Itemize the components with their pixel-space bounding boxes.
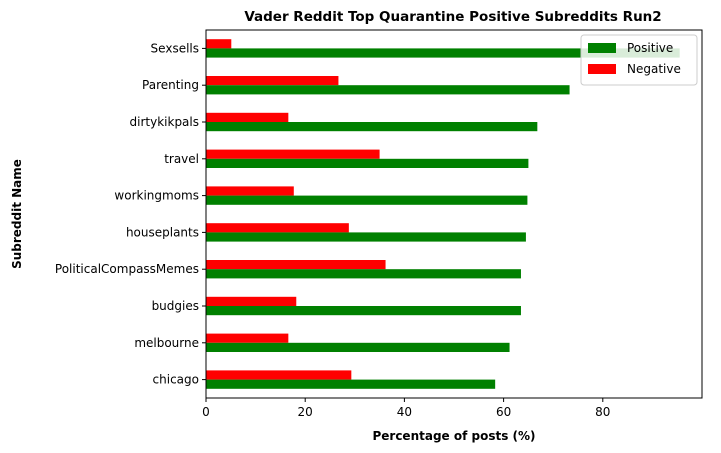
plot-frame	[205, 29, 703, 399]
x-axis-ticks: 0 20 40 60 80	[202, 398, 610, 419]
y-tick-label: travel	[164, 152, 199, 166]
chart-title: Vader Reddit Top Quarantine Positive Sub…	[244, 9, 661, 25]
bar-negative-houseplants	[206, 223, 349, 233]
bar-positive-PoliticalCompassMemes	[206, 269, 521, 279]
y-axis-label: Subreddit Name	[10, 159, 24, 269]
y-tick-label: melbourne	[134, 336, 199, 350]
bar-negative-melbourne	[206, 333, 289, 343]
x-tick-label: 40	[397, 405, 412, 419]
y-axis-ticks: Sexsells Parenting dirtykikpals travel worki…	[55, 41, 206, 387]
bar-positive-dirtykikpals	[206, 122, 538, 132]
bars-group	[206, 39, 680, 389]
bar-positive-budgies	[206, 306, 521, 316]
y-tick-label: workingmoms	[114, 189, 199, 203]
y-tick-label: PoliticalCompassMemes	[55, 262, 199, 276]
legend: Positive Negative	[580, 34, 698, 86]
legend-swatch-positive	[588, 43, 616, 53]
bar-negative-dirtykikpals	[206, 112, 289, 122]
bar-positive-Sexsells	[206, 48, 680, 58]
x-tick-label: 80	[595, 405, 610, 419]
bar-negative-travel	[206, 149, 380, 159]
bar-negative-PoliticalCompassMemes	[206, 260, 386, 270]
bar-negative-workingmoms	[206, 186, 294, 196]
y-tick-label: houseplants	[126, 225, 199, 239]
legend-label-positive: Positive	[627, 41, 673, 55]
bar-positive-workingmoms	[206, 195, 528, 205]
y-tick-label: Parenting	[142, 78, 199, 92]
bar-negative-chicago	[206, 370, 352, 380]
bar-positive-houseplants	[206, 232, 526, 242]
bar-positive-melbourne	[206, 342, 510, 352]
bar-positive-chicago	[206, 379, 496, 389]
bar-positive-Parenting	[206, 85, 570, 95]
x-tick-label: 20	[298, 405, 313, 419]
y-tick-label: dirtykikpals	[130, 115, 199, 129]
x-axis-label: Percentage of posts (%)	[372, 429, 535, 443]
bar-negative-Parenting	[206, 76, 339, 86]
y-tick-label: Sexsells	[151, 41, 199, 55]
bar-negative-budgies	[206, 296, 297, 306]
bar-positive-travel	[206, 158, 529, 168]
x-tick-label: 60	[496, 405, 511, 419]
legend-swatch-negative	[588, 64, 616, 74]
y-tick-label: chicago	[153, 373, 199, 387]
y-tick-label: budgies	[152, 299, 199, 313]
bar-negative-Sexsells	[206, 39, 232, 49]
x-tick-label: 0	[202, 405, 210, 419]
legend-label-negative: Negative	[627, 62, 681, 76]
